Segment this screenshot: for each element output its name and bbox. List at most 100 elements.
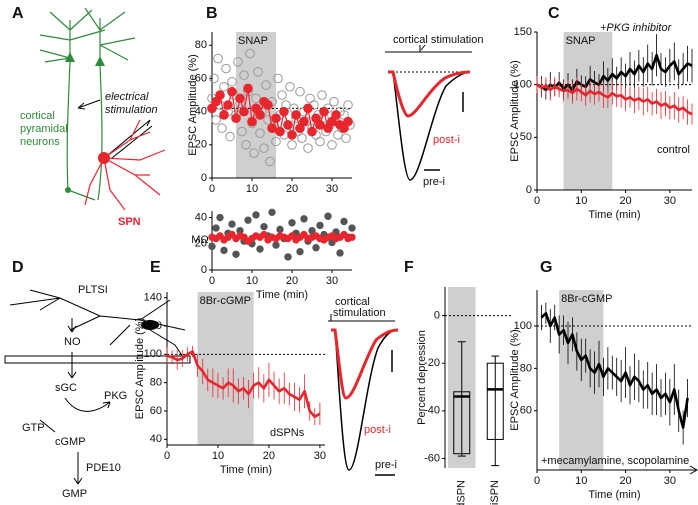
point xyxy=(216,213,224,222)
y-tick-label: 40 xyxy=(195,211,207,223)
neuron-label: neurons xyxy=(20,136,60,148)
y-axis-label: Percent depression xyxy=(416,330,428,425)
point xyxy=(331,110,341,120)
shade-label: SNAP xyxy=(566,35,596,47)
x-tick-label: 10 xyxy=(575,195,587,207)
trace-label: post-i xyxy=(433,134,460,146)
y-axis-label: EPSC Amplitude (%) xyxy=(187,54,199,155)
point xyxy=(233,57,243,67)
stim-line xyxy=(328,314,395,322)
series-line xyxy=(536,53,693,92)
y-tick-label: 0 xyxy=(434,309,440,321)
point xyxy=(211,115,221,125)
point xyxy=(312,244,320,252)
point xyxy=(317,90,327,100)
x-tick-label: 10 xyxy=(246,183,258,195)
y-axis-label: MΩ xyxy=(191,234,208,246)
trace xyxy=(331,329,399,471)
point xyxy=(252,211,260,219)
point xyxy=(217,123,227,134)
x-tick-label: 30 xyxy=(664,195,676,207)
series-line xyxy=(536,83,693,116)
inset-title: cortical xyxy=(335,296,370,308)
point xyxy=(275,126,285,137)
point xyxy=(348,233,356,241)
node: cGMP xyxy=(55,436,86,448)
point xyxy=(291,110,301,120)
stim-label: electrical xyxy=(105,91,149,103)
y-tick-label: 150 xyxy=(514,26,532,38)
point xyxy=(253,67,263,77)
point xyxy=(268,208,276,217)
y-tick-label: 40 xyxy=(195,106,207,118)
point xyxy=(231,113,241,124)
point xyxy=(295,86,305,97)
point xyxy=(276,225,284,234)
point xyxy=(272,241,280,249)
y-tick-label: 0 xyxy=(526,184,532,196)
point xyxy=(299,116,309,127)
panel-label: E xyxy=(150,259,161,276)
diagram-a: A cortical pyramidal neurons electrical … xyxy=(12,5,166,228)
trace-label: pre-i xyxy=(423,176,445,188)
diagram-d: D PLTSI NO sGC PKG GTP cGMP PDE10 GMP xyxy=(4,259,191,500)
point xyxy=(255,128,265,139)
panel-label: D xyxy=(12,259,24,276)
point xyxy=(259,143,269,153)
point xyxy=(220,246,228,255)
y-tick-label: 60 xyxy=(195,72,207,84)
point xyxy=(279,106,289,117)
point xyxy=(215,90,225,100)
spn-dendrites xyxy=(84,119,166,211)
synapse xyxy=(65,187,71,193)
y-tick-label: 80 xyxy=(195,39,207,51)
point xyxy=(340,217,348,226)
x-tick-label: 30 xyxy=(326,183,338,195)
point xyxy=(212,224,220,232)
point xyxy=(303,103,313,114)
point xyxy=(251,93,261,104)
series-line xyxy=(540,312,689,429)
point xyxy=(288,219,296,227)
x-tick-label: 10 xyxy=(246,275,258,287)
spn-label: SPN xyxy=(118,216,141,228)
shade-label: 8Br-cGMP xyxy=(200,295,251,307)
point xyxy=(343,100,353,110)
point xyxy=(223,100,233,110)
x-tick-label: dSPN xyxy=(456,480,468,505)
box xyxy=(486,362,504,440)
y-tick-label: 20 xyxy=(195,238,207,250)
y-tick-label: 20 xyxy=(195,139,207,151)
x-tick-label: 10 xyxy=(575,475,587,487)
arrow xyxy=(67,318,77,333)
point xyxy=(261,80,271,90)
point xyxy=(285,81,295,92)
x-tick-label: 0 xyxy=(534,195,540,207)
membrane xyxy=(4,355,191,364)
point xyxy=(303,143,313,153)
trace xyxy=(388,71,471,181)
point xyxy=(209,73,219,84)
panel-label: C xyxy=(548,5,560,22)
inset-title: cortical stimulation xyxy=(393,34,483,46)
point xyxy=(237,126,247,137)
point xyxy=(277,90,287,100)
soma xyxy=(65,52,105,66)
y-axis-label: EPSC Amplitude (%) xyxy=(509,329,521,430)
x-tick-label: 20 xyxy=(286,183,298,195)
y-axis-label: EPSC Amplitude (%) xyxy=(134,318,146,419)
annotation: +mecamylamine, scopolamine xyxy=(541,455,689,467)
x-tick-label: 30 xyxy=(326,275,338,287)
point xyxy=(296,247,304,256)
trace xyxy=(388,70,471,118)
node: PDE10 xyxy=(86,462,121,474)
point xyxy=(287,140,297,150)
trace-label: pre-i xyxy=(375,459,397,471)
shade xyxy=(563,32,613,190)
neuron-label: pyramidal xyxy=(20,123,68,135)
x-axis-label: Time (min) xyxy=(588,489,640,501)
y-tick-label: 0 xyxy=(201,264,207,276)
x-tick-label: 0 xyxy=(534,475,540,487)
y-tick-label: 140 xyxy=(144,292,162,304)
point xyxy=(336,249,344,257)
